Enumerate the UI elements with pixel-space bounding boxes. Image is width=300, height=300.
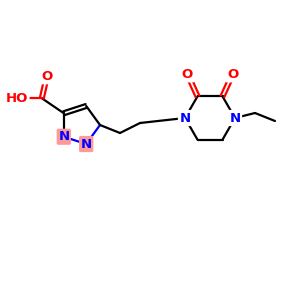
Text: O: O — [41, 70, 52, 83]
Text: O: O — [227, 68, 238, 81]
Text: HO: HO — [6, 92, 28, 105]
Text: O: O — [182, 68, 193, 81]
Text: N: N — [179, 112, 191, 124]
Text: N: N — [58, 130, 69, 143]
Text: N: N — [230, 112, 241, 124]
Text: N: N — [81, 137, 92, 151]
